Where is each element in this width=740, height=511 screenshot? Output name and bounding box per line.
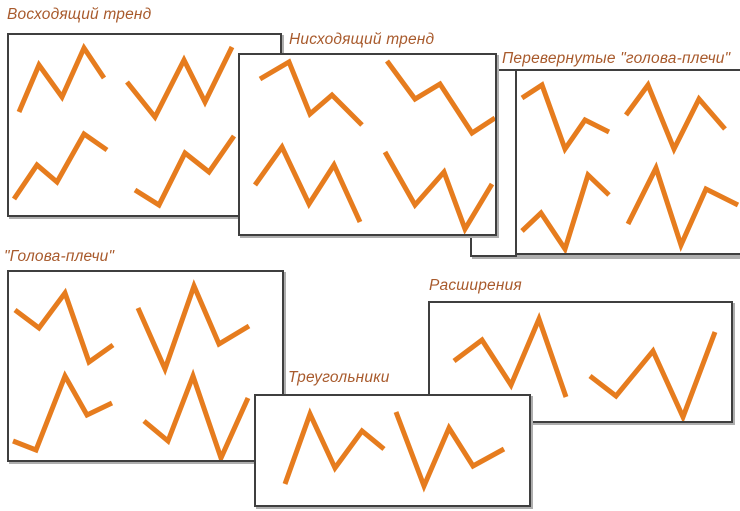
downtrend-pattern-canvas (252, 58, 495, 234)
triangles-pattern-canvas (282, 407, 506, 493)
inverted-head-shoulders-line (625, 161, 740, 252)
panel-uptrend (7, 33, 282, 217)
uptrend-zigzag-line (125, 45, 235, 122)
panel-head-shoulders (7, 270, 284, 462)
inverted-head-shoulders-pattern-canvas (520, 79, 740, 253)
panel-title-inverted-head-shoulders: Перевернутые "голова-плечи" (502, 50, 731, 67)
panel-title-uptrend: Восходящий тренд (7, 6, 152, 23)
head-shoulders-line (13, 287, 115, 366)
downtrend-zigzag-line (258, 58, 364, 127)
head-shoulders-line (12, 370, 114, 454)
broadening-pattern-canvas (452, 312, 718, 421)
uptrend-zigzag-line (11, 130, 109, 201)
downtrend-zigzag-line (252, 142, 363, 224)
uptrend-pattern-canvas (11, 42, 237, 209)
head-shoulders-pattern-canvas (12, 279, 251, 460)
triangle-line (282, 407, 386, 485)
downtrend-zigzag-line (382, 150, 495, 234)
panel-title-broadening: Расширения (429, 277, 522, 294)
downtrend-zigzag-line (384, 59, 495, 137)
uptrend-zigzag-line (16, 42, 107, 113)
panel-inverted-head-shoulders (515, 69, 740, 255)
broadening-line (452, 312, 569, 398)
panel-title-head-shoulders: "Голова-плечи" (4, 248, 115, 265)
panel-downtrend (238, 53, 497, 236)
broadening-line (588, 331, 718, 421)
inverted-head-shoulders-line (520, 81, 611, 155)
panel-triangles (254, 394, 531, 507)
inverted-head-shoulders-line (623, 79, 727, 156)
triangle-line (393, 411, 506, 493)
panel-title-downtrend: Нисходящий тренд (289, 31, 435, 48)
head-shoulders-line (135, 279, 251, 376)
uptrend-zigzag-line (133, 134, 237, 209)
panel-title-triangles: Треугольники (288, 369, 390, 386)
head-shoulders-line (142, 368, 251, 460)
inverted-head-shoulders-line (520, 170, 611, 253)
